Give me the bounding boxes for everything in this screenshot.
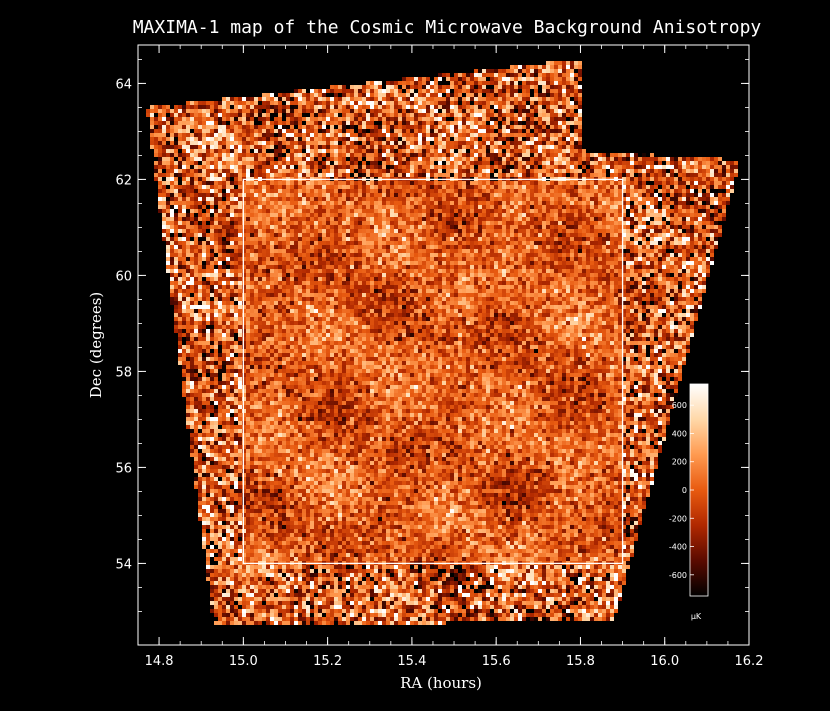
colorbar-tick-label: -400 — [669, 543, 687, 552]
x-tick-label: 15.8 — [566, 654, 595, 669]
x-tick-label: 16.0 — [650, 654, 679, 669]
y-tick-label: 56 — [115, 461, 132, 476]
x-tick-label: 16.2 — [735, 654, 764, 669]
anisotropy-map — [146, 61, 738, 625]
x-tick-label: 15.0 — [229, 654, 258, 669]
colorbar-unit: μK — [691, 612, 702, 621]
chart-title: MAXIMA-1 map of the Cosmic Microwave Bac… — [133, 17, 762, 38]
y-tick-label: 58 — [115, 365, 132, 380]
colorbar-tick-label: 400 — [672, 429, 687, 438]
highlight-box — [242, 178, 624, 565]
colorbar-tick-label: -600 — [669, 571, 687, 580]
x-tick-label: 15.4 — [397, 654, 426, 669]
x-axis: 14.8 15.0 15.2 15.4 15.6 15.8 16.0 16.2 — [145, 45, 764, 669]
x-tick-label: 15.2 — [313, 654, 342, 669]
y-axis-label: Dec (degrees) — [87, 292, 105, 398]
y-tick-label: 62 — [115, 173, 132, 188]
y-tick-label: 64 — [115, 77, 132, 92]
x-axis-label: RA (hours) — [400, 674, 482, 692]
plot-frame — [137, 44, 750, 646]
colorbar-tick-label: 600 — [672, 401, 687, 410]
colorbar-tick-label: -200 — [669, 514, 687, 523]
colorbar-ticks: 600 400 200 0 -200 -400 -600 — [669, 401, 694, 580]
y-tick-label: 54 — [115, 557, 132, 572]
y-tick-label: 60 — [115, 269, 132, 284]
colorbar-tick-label: 0 — [682, 486, 687, 495]
x-tick-label: 15.6 — [482, 654, 511, 669]
colorbar-tick-label: 200 — [672, 458, 687, 467]
x-tick-label: 14.8 — [145, 654, 174, 669]
y-axis: 54 56 58 60 62 64 — [115, 59, 749, 612]
